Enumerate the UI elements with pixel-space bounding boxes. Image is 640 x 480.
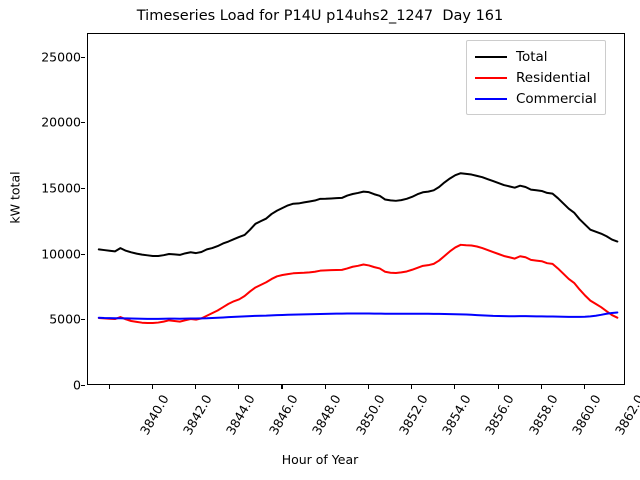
y-tick-mark (81, 385, 85, 387)
series-line-residential (97, 243, 619, 324)
legend-swatch-residential (475, 76, 507, 79)
y-axis-tick-labels: 0 5000 10000 15000 20000 25000 (10, 33, 81, 392)
series-line-total (97, 172, 619, 257)
x-tick-mark (540, 385, 542, 389)
x-tick-mark (281, 385, 283, 389)
x-tick-mark (497, 385, 499, 389)
x-axis-tick-marks (87, 385, 625, 391)
x-tick-label: 3862.0 (611, 392, 640, 438)
y-tick-label: 0 (73, 377, 81, 393)
y-tick-label: 20000 (41, 114, 81, 130)
x-tick-mark (367, 385, 369, 389)
x-tick-label: 3840.0 (136, 392, 172, 438)
x-axis-label: Hour of Year (281, 452, 359, 467)
x-tick-label: 3844.0 (222, 392, 258, 438)
legend-swatch-total (475, 55, 507, 58)
y-tick-mark (81, 319, 85, 321)
legend-item-residential[interactable]: Residential (475, 67, 597, 88)
x-tick-label: 3854.0 (438, 392, 474, 438)
x-tick-mark (151, 385, 153, 389)
legend-label: Total (516, 48, 548, 65)
x-tick-label: 3846.0 (266, 392, 301, 438)
x-tick-label: 3858.0 (525, 392, 561, 438)
x-tick-mark (454, 385, 456, 389)
y-axis-tick-marks (0, 33, 87, 387)
y-tick-mark (81, 253, 85, 255)
chart-title: Timeseries Load for P14U p14uhs2_1247 Da… (136, 8, 504, 24)
x-tick-label: 3848.0 (309, 392, 345, 438)
x-tick-mark (583, 385, 586, 389)
plot-lines (97, 172, 619, 324)
x-tick-label: 3852.0 (395, 392, 431, 438)
y-tick-mark (81, 187, 85, 190)
x-tick-mark (238, 385, 240, 389)
x-tick-label: 3842.0 (179, 392, 215, 438)
legend-item-total[interactable]: Total (475, 46, 597, 67)
legend-item-commercial[interactable]: Commercial (475, 88, 597, 109)
y-tick-mark (81, 122, 85, 124)
legend-label: Residential (516, 69, 591, 86)
series-line-commercial (97, 311, 619, 320)
y-tick-label: 25000 (41, 49, 81, 65)
x-tick-mark (411, 385, 413, 389)
x-tick-mark (108, 385, 110, 389)
legend-label: Commercial (516, 90, 597, 107)
x-tick-label: 3856.0 (482, 392, 518, 438)
x-tick-label: 3860.0 (568, 392, 604, 438)
y-tick-label: 15000 (41, 180, 81, 196)
y-tick-label: 5000 (49, 311, 81, 327)
x-tick-mark (324, 385, 326, 389)
x-tick-mark (195, 385, 197, 389)
x-tick-label: 3850.0 (352, 392, 388, 438)
chart-legend: Total Residential Commercial (466, 40, 606, 115)
y-tick-label: 10000 (41, 246, 81, 262)
y-tick-mark (81, 56, 85, 58)
legend-swatch-commercial (475, 97, 507, 100)
